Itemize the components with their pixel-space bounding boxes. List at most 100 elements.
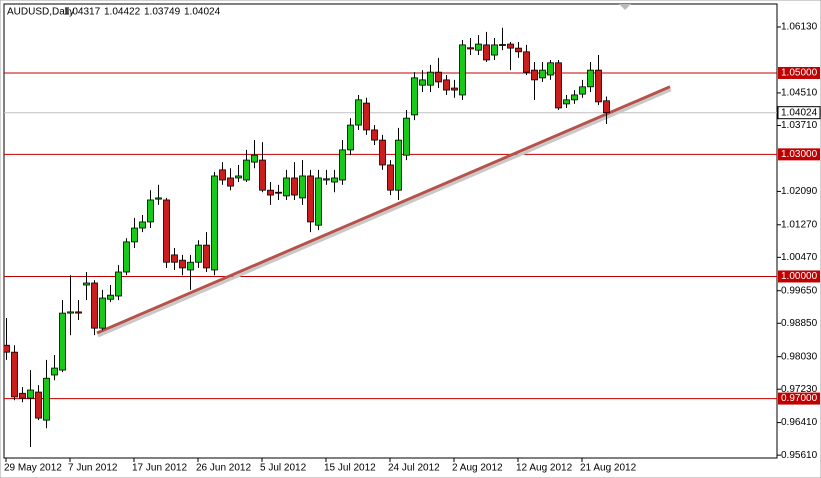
candle-body: [59, 312, 66, 371]
x-tick-label: 12 Aug 2012: [516, 463, 573, 474]
candle-body: [451, 87, 458, 91]
candle-body: [179, 259, 186, 269]
y-tick-label: 0.96410: [781, 417, 818, 428]
candle-body: [547, 62, 554, 76]
header-open: 1.04317: [64, 7, 101, 18]
x-tick-label: 26 Jun 2012: [196, 463, 251, 474]
y-tick-label: 0.98030: [781, 351, 818, 362]
candle-body: [475, 43, 482, 51]
header-high: 1.04422: [104, 7, 141, 18]
candle-body: [491, 44, 498, 56]
candle-body: [459, 44, 466, 96]
last-price-box: [777, 106, 821, 120]
candle-body: [163, 199, 170, 263]
y-tick-label: 0.98850: [781, 318, 818, 329]
candle-body: [251, 154, 258, 163]
level-label: 0.97000: [781, 393, 818, 404]
candle-body: [427, 71, 434, 86]
candle-body: [499, 44, 506, 46]
level-label-box: [778, 148, 820, 161]
candle-body: [275, 191, 282, 194]
plot-area: [4, 27, 777, 448]
level-label-box: [778, 66, 820, 79]
candle-body: [155, 197, 162, 200]
candle-body: [387, 164, 394, 191]
y-tick-label: 1.00470: [781, 252, 818, 263]
y-tick-label: 1.06130: [781, 22, 818, 33]
candle-body: [4, 344, 10, 353]
candle-body: [235, 175, 242, 179]
candle-body: [99, 297, 106, 329]
y-tick-label: 0.99650: [781, 285, 818, 296]
candle-body: [243, 159, 250, 181]
candle-body: [211, 175, 218, 271]
candle-body: [187, 261, 194, 271]
candle-body: [91, 282, 98, 329]
x-tick-label: 29 May 2012: [4, 463, 62, 474]
candle-body: [123, 241, 130, 273]
candle-body: [555, 62, 562, 109]
candle-body: [323, 178, 330, 181]
header-close: 1.04024: [184, 7, 221, 18]
candle-body: [483, 44, 490, 61]
candle-body: [43, 377, 50, 421]
candle-body: [403, 117, 410, 156]
x-tick-label: 2 Aug 2012: [452, 463, 503, 474]
trendline: [96, 85, 671, 335]
candle-body: [371, 129, 378, 141]
candle-body: [19, 392, 26, 399]
candle-body: [507, 43, 514, 49]
candle-body: [147, 199, 154, 223]
candle-body: [587, 69, 594, 88]
candle-body: [195, 244, 202, 263]
last-price-label: 1.04024: [781, 107, 818, 118]
candle-body: [219, 169, 226, 181]
candle-body: [419, 79, 426, 86]
candle-body: [595, 69, 602, 103]
y-tick-label: 1.04510: [781, 88, 818, 99]
candle-body: [267, 189, 274, 196]
candle-body: [603, 100, 610, 114]
candle-body: [283, 177, 290, 197]
x-tick-label: 24 Jul 2012: [388, 463, 440, 474]
candle-body: [227, 177, 234, 187]
candle-body: [467, 47, 474, 50]
candle-body: [131, 227, 138, 243]
candle-body: [347, 124, 354, 151]
candle-body: [83, 282, 90, 286]
candle-body: [75, 311, 82, 314]
candle-body: [579, 86, 586, 95]
candle-body: [171, 254, 178, 263]
candle-body: [443, 79, 450, 91]
chart-symbol: AUDUSD,Daily: [7, 7, 74, 18]
trendline-shadow: [97, 88, 672, 338]
level-label: 1.00000: [781, 271, 818, 282]
candle-body: [51, 367, 58, 376]
level-label-box: [778, 392, 820, 405]
candle-body: [395, 139, 402, 191]
level-label: 1.05000: [781, 68, 818, 79]
candle-body: [11, 351, 18, 398]
candle-body: [515, 47, 522, 53]
shift-marker: [619, 4, 631, 10]
y-tick-label: 1.03710: [781, 120, 818, 131]
candle-body: [411, 77, 418, 116]
candle-body: [139, 221, 146, 229]
x-tick-label: 21 Aug 2012: [580, 463, 637, 474]
candle-body: [563, 99, 570, 105]
candle-body: [363, 102, 370, 131]
y-tick-label: 0.97230: [781, 384, 818, 395]
candle-body: [67, 311, 74, 314]
candle-body: [307, 175, 314, 223]
candle-body: [27, 389, 34, 399]
candle-body: [355, 99, 362, 126]
candle-body: [299, 175, 306, 199]
candle-body: [107, 294, 114, 300]
candle-body: [539, 69, 546, 79]
y-tick-label: 0.95610: [781, 450, 818, 461]
candle-body: [315, 177, 322, 226]
x-tick-label: 15 Jul 2012: [324, 463, 376, 474]
